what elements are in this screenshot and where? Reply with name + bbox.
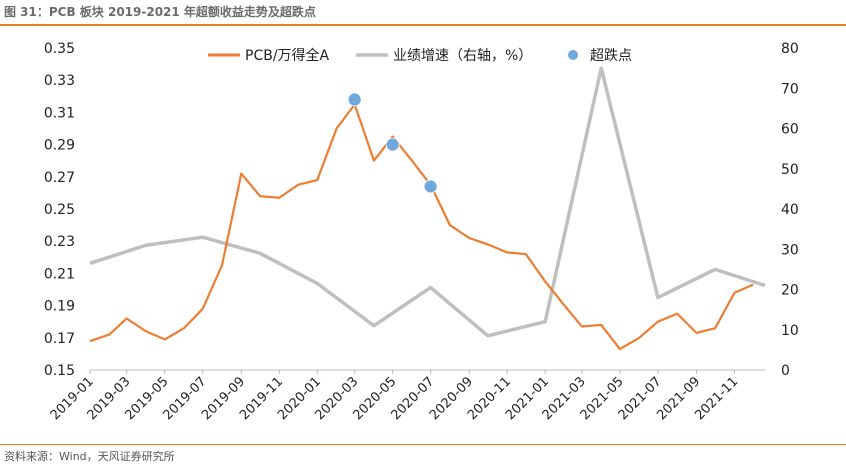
- left-tick-label: 0.31: [44, 105, 75, 121]
- legend-label-oversold: 超跌点: [590, 48, 632, 64]
- left-tick-label: 0.17: [44, 331, 75, 347]
- legend: PCB/万得全A 业绩增速（右轴，%） 超跌点: [208, 47, 632, 64]
- series-line-pcb: [89, 103, 754, 351]
- left-tick-label: 0.33: [44, 73, 75, 89]
- right-tick-label: 80: [781, 41, 799, 57]
- left-axis-ticks: 0.35 0.33 0.31 0.29 0.27 0.25 0.23 0.21 0.19 0.17…: [44, 41, 75, 379]
- right-tick-label: 20: [781, 283, 799, 299]
- source-note: 资料来源：Wind，天风证券研究所: [4, 450, 175, 463]
- left-tick-label: 0.15: [44, 363, 75, 379]
- legend-label-pcb: PCB/万得全A: [245, 47, 330, 64]
- left-tick-label: 0.19: [44, 299, 75, 315]
- right-tick-label: 70: [781, 81, 799, 97]
- legend-label-growth: 业绩增速（右轴，%）: [393, 48, 532, 64]
- top-rule: [0, 24, 846, 26]
- right-tick-label: 60: [781, 122, 799, 138]
- series-line-growth: [89, 66, 766, 338]
- oversold-point: [347, 92, 362, 107]
- left-tick-label: 0.21: [44, 266, 75, 282]
- left-tick-label: 0.25: [44, 202, 75, 218]
- right-tick-label: 30: [781, 242, 799, 258]
- bottom-rule: [0, 444, 846, 445]
- right-tick-label: 50: [781, 162, 799, 178]
- right-axis-ticks: 80 70 60 50 40 30 20 10 0: [781, 41, 799, 379]
- left-tick-label: 0.23: [44, 234, 75, 250]
- right-tick-label: 0: [781, 363, 790, 379]
- series-layer: [89, 66, 766, 351]
- figure-title: 图 31：PCB 板块 2019-2021 年超额收益走势及超跌点: [4, 5, 316, 19]
- legend-swatch-oversold: [568, 50, 578, 60]
- oversold-point: [385, 137, 400, 152]
- x-axis-ticks: 2019-012019-032019-052019-072019-092019-…: [48, 370, 741, 423]
- left-tick-label: 0.35: [44, 41, 75, 57]
- right-tick-label: 10: [781, 323, 799, 339]
- left-tick-label: 0.27: [44, 170, 75, 186]
- right-tick-label: 40: [781, 202, 799, 218]
- oversold-point: [423, 179, 438, 194]
- left-tick-label: 0.29: [44, 138, 75, 154]
